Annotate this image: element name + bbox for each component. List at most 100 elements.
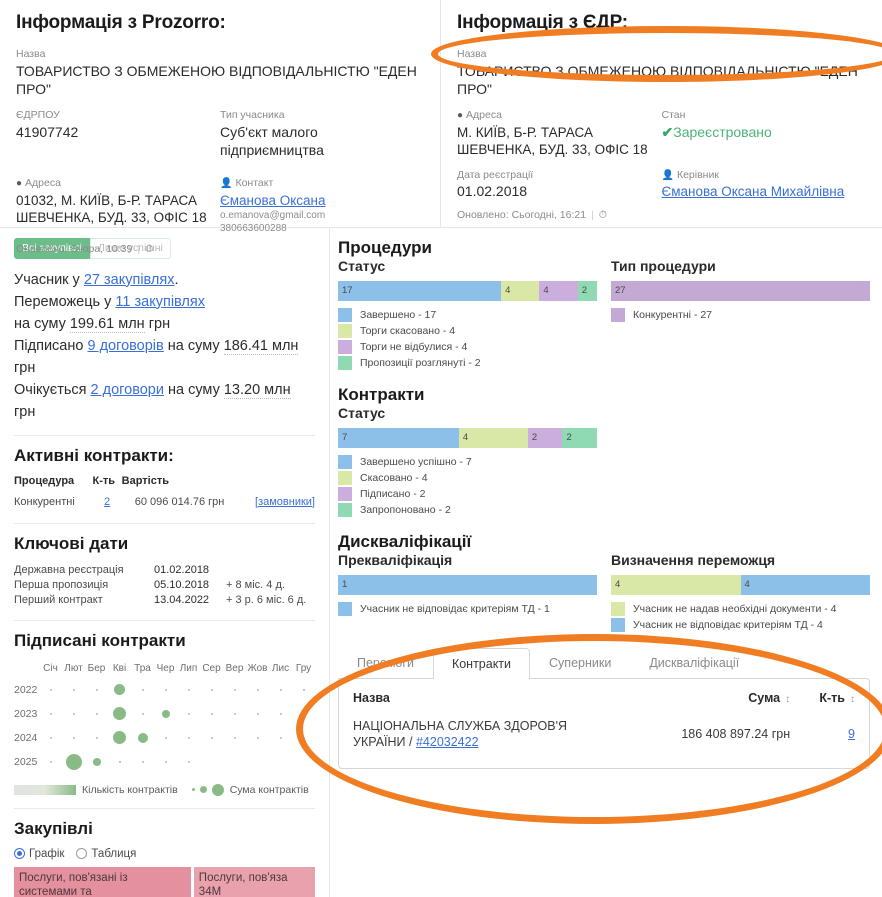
history-clock-icon[interactable]: ⏱ bbox=[598, 209, 607, 222]
heatmap-cell[interactable] bbox=[292, 750, 315, 774]
heatmap-cell[interactable] bbox=[131, 726, 154, 750]
bar-segment[interactable]: 4 bbox=[740, 575, 870, 595]
treemap-tile[interactable]: Послуги, пов'язані із системами та150M bbox=[14, 866, 191, 897]
heatmap-cell[interactable] bbox=[85, 726, 108, 750]
heatmap-cell[interactable] bbox=[269, 678, 292, 702]
heatmap-cell[interactable] bbox=[177, 750, 200, 774]
heatmap-cell[interactable] bbox=[39, 750, 62, 774]
tab-inactive[interactable]: Суперники bbox=[549, 656, 612, 670]
heatmap-cell[interactable] bbox=[85, 678, 108, 702]
bar-segment[interactable]: 4 bbox=[501, 281, 540, 301]
heatmap-cell[interactable] bbox=[108, 702, 131, 726]
edr-head-link[interactable]: Єманова Оксана Михайлівна bbox=[661, 184, 845, 200]
heatmap-cell[interactable] bbox=[39, 726, 62, 750]
bar-segment[interactable]: 1 bbox=[338, 575, 597, 595]
legend-item[interactable]: Учасник не відповідає критеріям ТД - 1 bbox=[338, 601, 597, 617]
cell-count-link[interactable]: 9 bbox=[848, 726, 855, 741]
sort-icon[interactable]: ↕ bbox=[785, 694, 791, 705]
stacked-bar[interactable]: 17 4 4 2 bbox=[338, 281, 597, 301]
heatmap-cell[interactable] bbox=[269, 726, 292, 750]
legend-item[interactable]: Запропоновано - 2 bbox=[338, 502, 597, 518]
heatmap-cell[interactable] bbox=[39, 678, 62, 702]
heatmap-cell[interactable] bbox=[269, 702, 292, 726]
bar-segment[interactable]: 2 bbox=[577, 281, 597, 301]
heatmap-cell[interactable] bbox=[62, 678, 85, 702]
legend-item[interactable]: Скасовано - 4 bbox=[338, 470, 597, 486]
heatmap-cell[interactable] bbox=[154, 702, 177, 726]
tab-inactive[interactable]: Перемоги bbox=[357, 656, 414, 670]
heatmap-cell[interactable] bbox=[177, 678, 200, 702]
heatmap-cell[interactable] bbox=[108, 726, 131, 750]
winner-count-link[interactable]: 11 закупівлях bbox=[115, 293, 205, 310]
heatmap-cell[interactable] bbox=[108, 750, 131, 774]
heatmap-cell[interactable] bbox=[131, 702, 154, 726]
heatmap-cell[interactable] bbox=[108, 678, 131, 702]
legend-item[interactable]: Учасник не надав необхідні документи - 4 bbox=[611, 601, 870, 617]
th-count[interactable]: К-ть ↕ bbox=[819, 691, 855, 705]
stacked-bar[interactable]: 27 bbox=[611, 281, 870, 301]
sort-icon[interactable]: ↕ bbox=[850, 694, 855, 705]
heatmap-cell[interactable] bbox=[62, 726, 85, 750]
heatmap-cell[interactable] bbox=[177, 726, 200, 750]
participant-count-link[interactable]: 27 закупівлях bbox=[83, 271, 175, 288]
heatmap-cell[interactable] bbox=[177, 702, 200, 726]
bar-segment[interactable]: 7 bbox=[338, 428, 459, 448]
heatmap-cell[interactable] bbox=[246, 678, 269, 702]
heatmap-cell[interactable] bbox=[223, 702, 246, 726]
heatmap-cell[interactable] bbox=[200, 726, 223, 750]
bar-segment[interactable]: 17 bbox=[338, 281, 502, 301]
heatmap-cell[interactable] bbox=[154, 678, 177, 702]
contact-person-link[interactable]: Єманова Оксана bbox=[220, 192, 326, 208]
heatmap-cell[interactable] bbox=[154, 726, 177, 750]
heatmap-cell[interactable] bbox=[246, 702, 269, 726]
heatmap-cell[interactable] bbox=[200, 678, 223, 702]
legend-item[interactable]: Підписано - 2 bbox=[338, 486, 597, 502]
tab-bar[interactable]: Перемоги Контракти Суперники Дискваліфікаці… bbox=[338, 647, 870, 679]
legend-item[interactable]: Конкурентні - 27 bbox=[611, 307, 870, 323]
legend-item[interactable]: Торги скасовано - 4 bbox=[338, 323, 597, 339]
legend-item[interactable]: Завершено - 17 bbox=[338, 307, 597, 323]
legend-item[interactable]: Завершено успішно - 7 bbox=[338, 454, 597, 470]
heatmap-cell[interactable] bbox=[246, 726, 269, 750]
tab-active[interactable]: Контракти bbox=[432, 648, 531, 679]
bar-segment[interactable]: 27 bbox=[611, 281, 870, 301]
heatmap-cell[interactable] bbox=[200, 750, 223, 774]
heatmap-cell[interactable] bbox=[62, 702, 85, 726]
heatmap-cell[interactable] bbox=[154, 750, 177, 774]
bar-segment[interactable]: 4 bbox=[458, 428, 528, 448]
procurements-treemap[interactable]: Послуги, пов'язані із системами та150MПо… bbox=[14, 866, 315, 897]
legend-item[interactable]: Пропозиції розглянуті - 2 bbox=[338, 355, 597, 371]
heatmap-cell[interactable] bbox=[292, 678, 315, 702]
signed-contracts-link[interactable]: 9 договорів bbox=[87, 337, 164, 354]
tab-inactive[interactable]: Дискваліфікації bbox=[649, 656, 740, 670]
heatmap-cell[interactable] bbox=[131, 750, 154, 774]
heatmap-cell[interactable] bbox=[223, 726, 246, 750]
heatmap-cell[interactable] bbox=[223, 750, 246, 774]
legend-item[interactable]: Торги не відбулися - 4 bbox=[338, 339, 597, 355]
expected-contracts-link[interactable]: 2 договори bbox=[90, 381, 164, 398]
th-sum[interactable]: Сума ↕ bbox=[748, 691, 791, 705]
stacked-bar[interactable]: 1 bbox=[338, 575, 597, 595]
bar-segment[interactable]: 4 bbox=[539, 281, 578, 301]
heatmap-cell[interactable] bbox=[223, 678, 246, 702]
heatmap-cell[interactable] bbox=[292, 702, 315, 726]
radio-chart-view[interactable]: Графік bbox=[14, 848, 64, 860]
treemap-tile[interactable]: Послуги, пов'яза 34M bbox=[193, 866, 315, 897]
customer-code-link[interactable]: #42032422 bbox=[415, 734, 479, 749]
filter-all-button[interactable]: Всі закупівлі bbox=[14, 238, 90, 259]
heatmap-cell[interactable] bbox=[200, 702, 223, 726]
heatmap-cell[interactable] bbox=[39, 702, 62, 726]
heatmap-cell[interactable] bbox=[246, 750, 269, 774]
procurements-view-radios[interactable]: Графік Таблиця bbox=[14, 848, 315, 860]
filter-successful-button[interactable]: Лише успішні bbox=[89, 238, 171, 259]
legend-item[interactable]: Учасник не відповідає критеріям ТД - 4 bbox=[611, 617, 870, 633]
procurement-filter-toggle[interactable]: Всі закупівлі Лише успішні bbox=[14, 238, 315, 259]
cell-count-link[interactable]: 2 bbox=[104, 495, 111, 508]
bar-segment[interactable]: 2 bbox=[527, 428, 563, 448]
heatmap-cell[interactable] bbox=[269, 750, 292, 774]
radio-table-view[interactable]: Таблиця bbox=[76, 848, 136, 860]
heatmap-cell[interactable] bbox=[85, 702, 108, 726]
bar-segment[interactable]: 4 bbox=[611, 575, 741, 595]
